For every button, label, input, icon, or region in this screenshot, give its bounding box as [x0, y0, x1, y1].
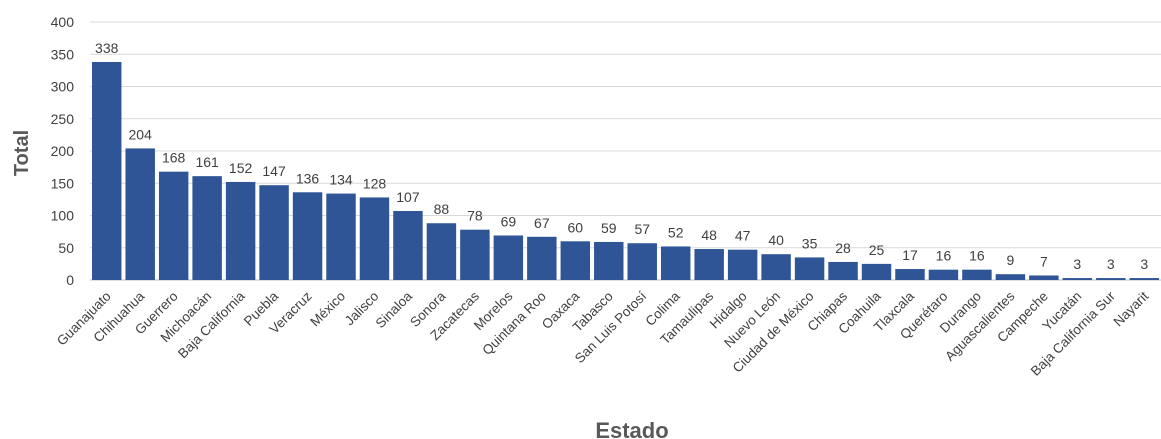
x-axis-categories: GuanajuatoChihuahuaGuerreroMichoacánBaja…: [54, 288, 1152, 379]
y-tick-label: 100: [51, 208, 75, 224]
bar: [225, 181, 256, 280]
data-label: 152: [229, 160, 253, 176]
bar: [995, 274, 1026, 280]
data-label: 3: [1107, 256, 1115, 272]
data-label: 35: [802, 235, 818, 251]
bar: [158, 171, 189, 280]
bar: [761, 254, 791, 280]
data-label: 57: [634, 221, 650, 237]
data-label: 40: [768, 232, 784, 248]
data-label: 9: [1006, 252, 1014, 268]
data-label: 3: [1140, 256, 1148, 272]
data-label: 338: [95, 40, 119, 56]
data-labels: 338 204 168 161 152 147 136 134 128 107 88 78 69 67 60…: [95, 40, 1148, 272]
bar: [359, 197, 390, 280]
bar: [861, 263, 892, 280]
bar: [460, 229, 490, 280]
bar: [1062, 278, 1093, 280]
bar: [125, 148, 155, 280]
bar: [259, 185, 289, 280]
bar: [594, 241, 624, 280]
data-label: 147: [262, 163, 286, 179]
bar: [895, 269, 925, 280]
bar: [1129, 278, 1159, 280]
data-label: 69: [501, 213, 517, 229]
data-label: 47: [735, 228, 751, 244]
bar: [928, 269, 959, 280]
x-category-label: Sinaloa: [373, 288, 416, 331]
y-tick-label: 350: [51, 46, 75, 62]
bar: [292, 192, 323, 280]
data-label: 25: [869, 242, 885, 258]
bar: [627, 243, 657, 280]
bar: [326, 193, 356, 280]
data-label: 161: [195, 154, 219, 170]
data-label: 52: [668, 224, 684, 240]
data-label: 48: [701, 227, 717, 243]
data-label: 168: [162, 150, 186, 166]
bar: [1096, 278, 1126, 280]
y-axis-title: Total: [11, 130, 33, 176]
data-label: 16: [969, 248, 985, 264]
bar: [426, 223, 457, 280]
y-tick-label: 0: [66, 272, 74, 288]
data-label: 67: [534, 215, 550, 231]
data-label: 16: [936, 248, 952, 264]
data-label: 59: [601, 220, 617, 236]
data-label: 134: [329, 172, 353, 188]
bar: [794, 257, 825, 280]
bars: [92, 61, 1159, 280]
x-axis-title: Estado: [595, 418, 668, 439]
bar: [694, 249, 724, 280]
x-category-label: Nayarit: [1111, 288, 1152, 329]
y-tick-label: 250: [51, 111, 75, 127]
data-label: 28: [835, 240, 851, 256]
y-tick-label: 150: [51, 175, 75, 191]
x-category-label: México: [307, 289, 348, 330]
bar: [962, 269, 992, 280]
bar: [92, 61, 122, 280]
bar: [527, 236, 557, 280]
data-label: 88: [434, 201, 450, 217]
y-tick-label: 300: [51, 79, 75, 95]
data-label: 17: [902, 247, 918, 263]
y-tick-label: 200: [51, 143, 75, 159]
data-label: 7: [1040, 253, 1048, 269]
y-tick-label: 50: [58, 240, 74, 256]
bar: [727, 249, 758, 280]
data-label: 136: [296, 170, 320, 186]
bar: [560, 241, 591, 280]
bar: [828, 261, 858, 280]
y-axis-ticks: 0 50 100 150 200 250 300 350 400: [51, 14, 75, 288]
data-label: 204: [129, 126, 153, 142]
bar: [192, 176, 222, 280]
data-label: 3: [1073, 256, 1081, 272]
bar: [660, 246, 691, 280]
data-label: 60: [568, 219, 584, 235]
y-tick-label: 400: [51, 14, 75, 30]
bar: [393, 210, 423, 280]
bar: [1029, 275, 1059, 280]
data-label: 107: [396, 189, 420, 205]
data-label: 78: [467, 208, 483, 224]
data-label: 128: [363, 175, 387, 191]
bar: [493, 235, 524, 280]
